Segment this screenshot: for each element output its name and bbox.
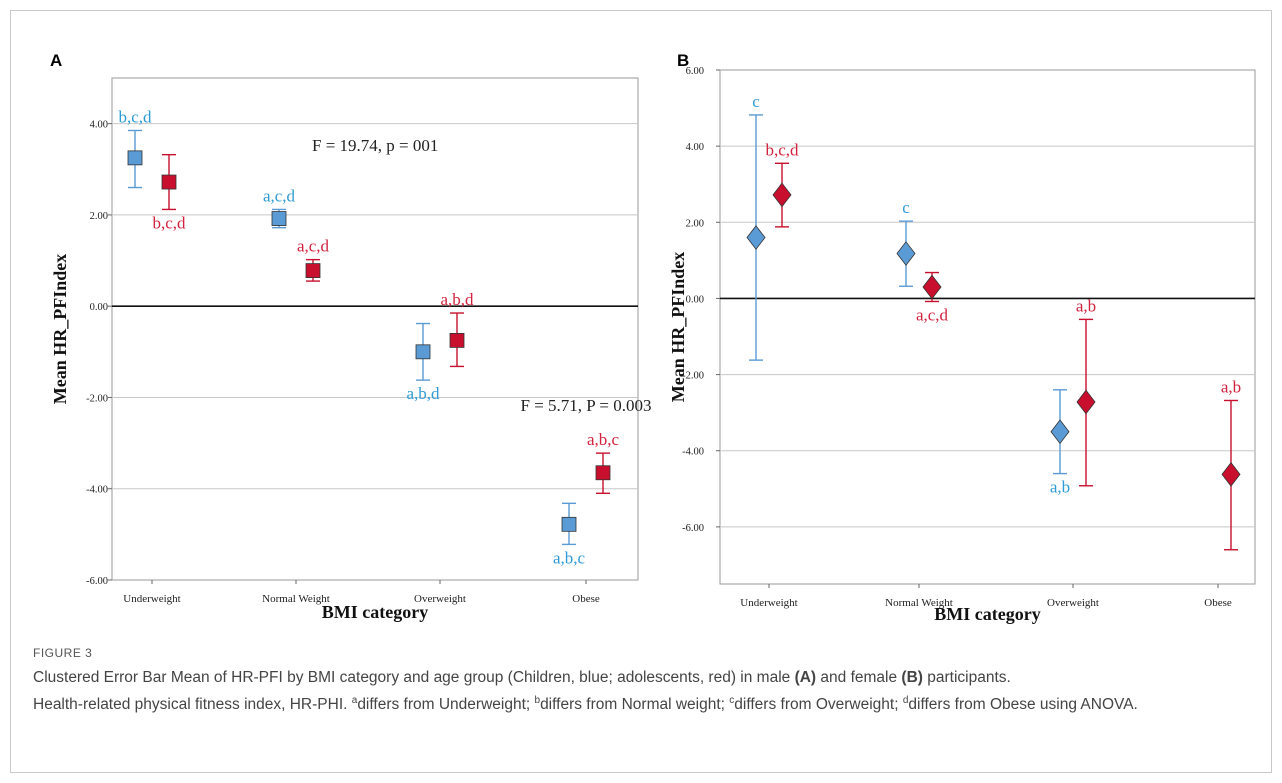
- significance-label-children: a,c,d: [263, 186, 296, 205]
- caption-bold-b: (B): [901, 669, 923, 686]
- y-tick-label: 2.00: [686, 218, 704, 229]
- significance-label-adolescents: a,c,d: [916, 305, 949, 324]
- figure-caption: FIGURE 3 Clustered Error Bar Mean of HR-…: [33, 646, 1253, 716]
- mean-marker-adolescents: [449, 333, 465, 348]
- mean-marker-adolescents: [1221, 461, 1241, 487]
- x-tick-label: Overweight: [1047, 597, 1099, 609]
- figure-caption-text: Clustered Error Bar Mean of HR-PFI by BM…: [33, 669, 1138, 714]
- significance-label-adolescents: a,c,d: [297, 237, 330, 256]
- f-statistic-annotation: F = 5.71, P = 0.003: [521, 396, 652, 415]
- y-tick-label: -6.00: [86, 576, 108, 587]
- x-tick-label: Normal Weight: [262, 593, 330, 605]
- y-tick-label: -6.00: [682, 523, 704, 534]
- figure-label: FIGURE 3: [33, 646, 93, 660]
- x-axis-title: BMI category: [322, 602, 428, 622]
- figure-frame: [10, 10, 1272, 773]
- y-tick-label: -2.00: [86, 393, 108, 404]
- mean-marker-adolescents: [595, 465, 611, 481]
- mean-marker-children: [127, 150, 143, 166]
- mean-marker-adolescents: [922, 274, 942, 300]
- x-tick-label: Overweight: [414, 593, 466, 605]
- y-tick-label: 0.00: [686, 294, 704, 305]
- significance-label-children: a,b,c: [553, 548, 586, 567]
- x-tick-label: Obese: [1204, 597, 1232, 609]
- significance-label-adolescents: a,b,d: [440, 290, 474, 309]
- figure-charts: A 4.00 2.00 0.00 -2.00 -4.00 -6.00 Underweight N…: [50, 51, 1256, 624]
- plot-area: [111, 77, 639, 581]
- y-tick-label: -2.00: [682, 371, 704, 382]
- y-tick-label: 6.00: [686, 66, 704, 77]
- mean-marker-adolescents: [305, 263, 321, 278]
- significance-label-children: a,b: [1050, 478, 1070, 497]
- x-axis-title: BMI category: [934, 604, 1040, 624]
- significance-label-adolescents: a,b,c: [587, 430, 620, 449]
- mean-marker-adolescents: [161, 174, 177, 190]
- significance-label-adolescents: a,b: [1221, 377, 1241, 396]
- mean-marker-children: [746, 225, 766, 250]
- significance-label-adolescents: a,b: [1076, 296, 1096, 315]
- y-tick-label: 2.00: [90, 211, 108, 222]
- caption-bold-a: (A): [794, 669, 817, 686]
- y-tick-label: 4.00: [686, 142, 704, 153]
- f-statistic-annotation: F = 19.74, p = 001: [312, 136, 438, 155]
- mean-marker-children: [896, 241, 916, 266]
- x-tick-label: Underweight: [123, 593, 180, 605]
- y-tick-label: 0.00: [90, 302, 108, 313]
- panel-label: B: [677, 51, 689, 70]
- chart-panel-b: B6.00 4.00 2.00 0.00 -2.00 -4.00 -6.00 Underwei…: [668, 51, 1256, 624]
- significance-label-children: c: [752, 92, 760, 111]
- y-axis-title: Mean HR_PFIndex: [668, 252, 688, 403]
- y-axis-title: Mean HR_PFIndex: [50, 254, 70, 405]
- plot-area: [719, 69, 1256, 585]
- significance-label-children: b,c,d: [118, 107, 152, 126]
- chart-panel-a: A 4.00 2.00 0.00 -2.00 -4.00 -6.00 Underweight N…: [50, 51, 651, 622]
- y-tick-label: -4.00: [682, 447, 704, 458]
- x-tick-label: Normal Weight: [885, 597, 953, 609]
- mean-marker-children: [271, 211, 287, 226]
- mean-marker-adolescents: [1076, 389, 1096, 415]
- y-tick-label: 4.00: [90, 120, 108, 131]
- mean-marker-children: [1050, 419, 1070, 445]
- x-tick-label: Obese: [572, 593, 600, 605]
- mean-marker-children: [561, 516, 577, 532]
- significance-label-children: a,b,d: [406, 384, 440, 403]
- mean-marker-children: [415, 344, 431, 360]
- significance-label-adolescents: b,c,d: [152, 213, 186, 232]
- panel-label: A: [50, 51, 62, 70]
- x-tick-label: Underweight: [740, 597, 797, 609]
- significance-label-adolescents: b,c,d: [765, 140, 799, 159]
- y-tick-label: -4.00: [86, 485, 108, 496]
- mean-marker-adolescents: [772, 182, 792, 208]
- significance-label-children: c: [902, 198, 910, 217]
